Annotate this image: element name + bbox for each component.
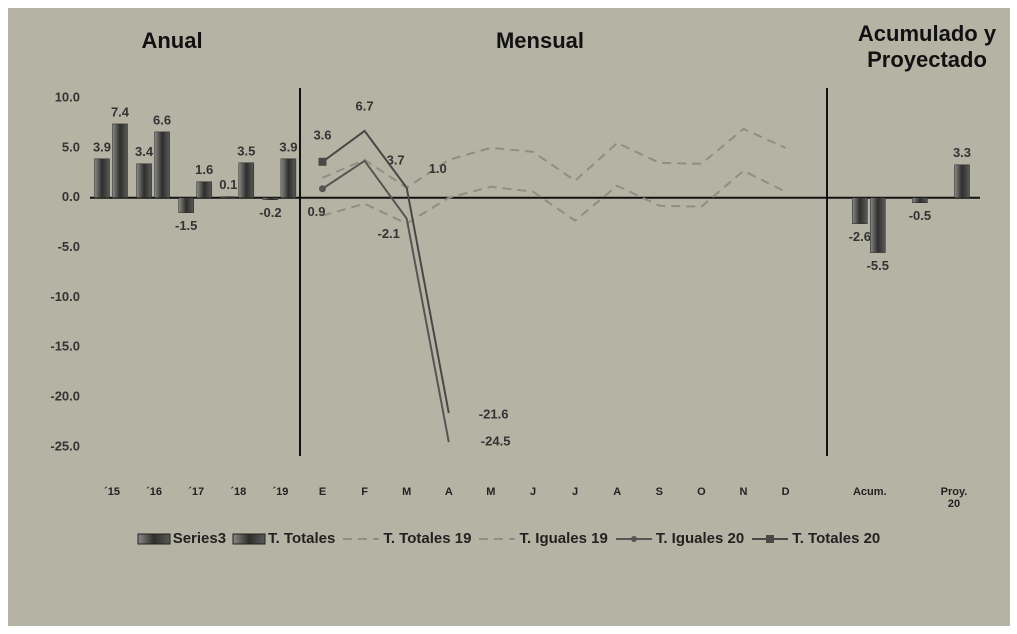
bar: [238, 162, 255, 198]
data-label: 3.4: [135, 144, 154, 159]
data-label: 0.9: [307, 204, 325, 219]
y-tick-label: -10.0: [50, 289, 80, 304]
data-label: -24.5: [481, 433, 511, 448]
data-label: 3.5: [237, 143, 255, 158]
swatch: [137, 533, 171, 544]
data-label: 3.7: [387, 152, 405, 167]
data-label: -1.5: [175, 218, 197, 233]
swatch-marker: [766, 534, 775, 543]
x-tick-label: F: [361, 486, 368, 498]
legend-swatch: [752, 534, 789, 543]
data-label: 1.0: [429, 161, 447, 176]
legend-label: T. Totales 20: [792, 530, 881, 547]
y-tick-label: 0.0: [62, 189, 80, 204]
x-tick-label: ´15: [104, 486, 120, 498]
y-tick-label: -25.0: [50, 438, 80, 453]
x-tick-label: A: [613, 486, 622, 498]
bar: [94, 158, 110, 198]
legend-label: T. Iguales 19: [519, 530, 608, 547]
x-tick-label: D: [781, 486, 790, 498]
legend-item: Series3: [137, 530, 226, 547]
bar: [912, 197, 928, 203]
marker: [319, 185, 326, 193]
bar: [196, 181, 212, 198]
legend-swatch: [615, 535, 652, 542]
data-label: -0.5: [909, 208, 931, 223]
legend-label: T. Totales: [268, 530, 336, 547]
legend-item: T. Totales 20: [750, 530, 880, 547]
x-tick-label: Acum.: [852, 486, 887, 498]
x-tick-label: M: [486, 486, 496, 498]
bar: [262, 197, 279, 200]
y-tick-label: -5.0: [58, 239, 80, 254]
legend-swatch: [343, 537, 380, 540]
x-tick-label: N: [739, 486, 748, 498]
data-label: 6.6: [153, 112, 171, 127]
bar: [178, 197, 194, 213]
bar: [220, 196, 237, 198]
y-tick-label: -20.0: [50, 389, 80, 404]
legend-label: T. Totales 19: [383, 530, 472, 547]
legend: Series3 T. Totales T. Totales 19 T. Iguales…: [0, 530, 1017, 547]
y-tick-label: 5.0: [62, 139, 80, 154]
bar: [280, 158, 297, 198]
x-tick-label: J: [529, 486, 537, 498]
bar: [112, 123, 128, 198]
chart-panel: [8, 8, 1010, 626]
x-tick-label: Proy. 20: [940, 486, 968, 510]
x-tick-label: ´18: [230, 486, 247, 498]
bar: [954, 164, 970, 198]
bar: [852, 197, 868, 224]
y-tick-label: -15.0: [50, 339, 80, 354]
line: [321, 129, 450, 414]
data-label: 3.9: [93, 139, 111, 154]
data-label: -0.2: [259, 205, 281, 220]
x-tick-label: O: [697, 486, 706, 498]
swatch: [232, 533, 266, 544]
legend-item: T. Iguales 20: [614, 530, 744, 547]
x-tick-label: A: [444, 486, 453, 498]
line: [322, 169, 787, 225]
x-tick-label: ´19: [272, 486, 289, 498]
legend-swatch: [137, 533, 171, 544]
legend-item: T. Iguales 19: [477, 530, 608, 547]
marker: [318, 157, 327, 166]
section-title: Acumulado y Proyectado: [857, 21, 997, 72]
bar: [136, 163, 152, 198]
legend-swatch: [232, 533, 266, 544]
bar: [870, 197, 886, 253]
data-label: -21.6: [479, 407, 509, 422]
x-tick-label: J: [572, 486, 579, 498]
data-label: 1.6: [195, 162, 213, 177]
data-label: 7.4: [111, 104, 130, 119]
legend-item: T. Totales 19: [341, 530, 471, 547]
y-tick-label: 10.0: [55, 89, 80, 104]
data-label: -2.1: [377, 226, 399, 241]
x-tick-label: S: [655, 486, 663, 498]
data-label: -5.5: [867, 258, 889, 273]
line: [322, 127, 787, 189]
section-title: Anual: [141, 28, 203, 53]
legend-swatch: [479, 537, 516, 540]
x-tick-label: M: [402, 486, 412, 498]
data-label: 3.3: [953, 145, 971, 160]
legend-label: T. Iguales 20: [655, 530, 745, 547]
x-tick-label: ´17: [188, 486, 205, 498]
section-title: Mensual: [495, 28, 585, 53]
bar: [154, 131, 170, 198]
legend-item: T. Totales: [232, 530, 335, 547]
data-label: 3.6: [313, 127, 331, 142]
data-label: 3.9: [279, 139, 297, 154]
data-label: 6.7: [356, 98, 374, 113]
data-label: 0.1: [219, 177, 237, 192]
data-label: -2.6: [849, 229, 871, 244]
legend-label: Series3: [172, 530, 227, 547]
swatch-marker: [630, 535, 637, 542]
line: [321, 159, 450, 443]
x-tick-label: E: [318, 486, 327, 498]
x-tick-label: ´16: [146, 486, 163, 498]
